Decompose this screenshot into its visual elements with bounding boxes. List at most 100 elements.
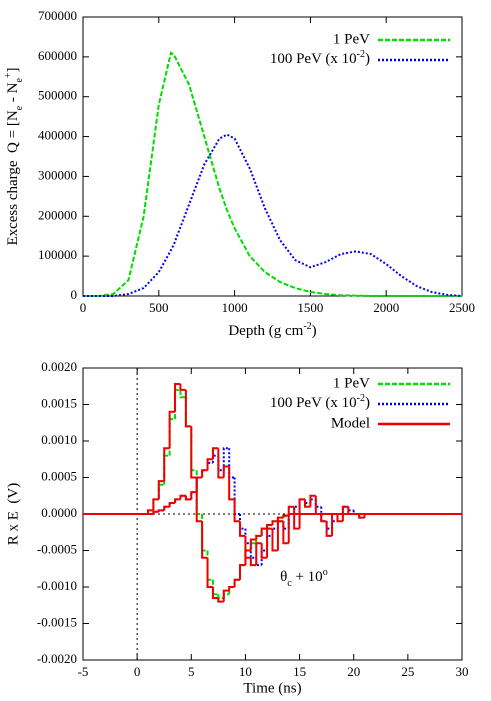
step-segment xyxy=(325,521,333,537)
y-axis-title-part: e xyxy=(14,78,25,83)
legend-label: Model xyxy=(331,415,370,431)
step-segment xyxy=(211,447,219,460)
step-segment xyxy=(282,514,289,518)
x-tick-label: 5 xyxy=(188,664,195,679)
step-segment xyxy=(320,506,327,523)
annotation-part: + 10 xyxy=(292,570,323,586)
y-axis-title-part: + xyxy=(3,72,14,78)
step-segment xyxy=(266,527,273,558)
step-segment xyxy=(228,586,235,591)
y-axis-title-part: Excess charge Q = [N xyxy=(5,110,21,245)
y-tick-label: -0.0020 xyxy=(37,651,77,666)
step-segment xyxy=(233,578,241,587)
x-tick-label: 500 xyxy=(149,300,169,315)
step-segment xyxy=(195,476,203,493)
y-tick-label: 200000 xyxy=(38,207,77,222)
x-tick-label: 30 xyxy=(456,664,469,679)
step-segment xyxy=(179,494,186,500)
step-segment xyxy=(255,542,262,566)
y-tick-label: 100000 xyxy=(38,247,77,262)
y-axis-title-part: - N xyxy=(5,82,21,105)
x-axis-title-part: Depth (g cm xyxy=(228,323,303,339)
step-segment xyxy=(347,506,354,515)
step-segment xyxy=(217,597,224,603)
x-tick-label: 20 xyxy=(347,664,360,679)
step-segment xyxy=(222,589,230,602)
step-segment xyxy=(168,502,176,507)
legend-label: 100 PeV (x 10-2) xyxy=(270,49,370,68)
step-segment xyxy=(309,494,316,507)
step-segment xyxy=(184,389,192,428)
annotation: θc + 10o xyxy=(280,567,328,589)
step-segment xyxy=(201,521,208,559)
x-tick-label: 0 xyxy=(80,300,87,315)
step-segment xyxy=(152,510,159,514)
x-axis-title-part: ) xyxy=(312,323,317,339)
legend-label: 1 PeV xyxy=(333,375,370,391)
step-segment xyxy=(244,535,251,559)
y-tick-label: 0.0010 xyxy=(41,432,77,447)
x-tick-label: 2000 xyxy=(373,300,399,315)
series-line xyxy=(83,133,463,297)
step-segment xyxy=(293,506,300,530)
x-tick-label: 2500 xyxy=(449,300,475,315)
y-tick-label: 0.0015 xyxy=(41,395,77,410)
step-segment xyxy=(157,480,165,500)
y-tick-label: 500000 xyxy=(38,88,77,103)
step-segment xyxy=(276,516,284,522)
step-segment xyxy=(282,521,289,545)
step-segment xyxy=(174,383,181,412)
y-tick-label: -0.0010 xyxy=(37,578,77,593)
legend-label-part: ) xyxy=(365,51,370,67)
step-segment xyxy=(260,527,268,536)
legend-label-part: 100 PeV (x 10 xyxy=(270,51,357,67)
y-axis-title: R x E (V) xyxy=(5,483,21,546)
step-segment xyxy=(157,509,165,512)
x-tick-label: 10 xyxy=(239,664,252,679)
step-segment xyxy=(260,543,268,559)
step-segment xyxy=(336,514,343,523)
x-tick-label: 1500 xyxy=(297,300,323,315)
step-segment xyxy=(222,447,230,471)
annotation-part: c xyxy=(287,578,292,589)
x-axis-title-part: -2 xyxy=(303,321,311,332)
plot-frame xyxy=(82,16,463,297)
step-segment xyxy=(211,587,219,599)
y-tick-label: 600000 xyxy=(38,48,77,63)
y-tick-label: 0 xyxy=(71,287,78,302)
step-segment xyxy=(320,514,327,523)
step-segment xyxy=(239,521,246,537)
step-segment xyxy=(303,499,311,508)
step-segment xyxy=(190,491,197,500)
legend-label-part: ) xyxy=(365,395,370,411)
step-segment xyxy=(163,447,170,482)
y-tick-label: 300000 xyxy=(38,167,77,182)
step-segment xyxy=(276,520,284,551)
step-segment xyxy=(266,523,273,529)
step-segment xyxy=(233,499,241,523)
legend-label-part: -2 xyxy=(357,393,365,404)
annotation-part: o xyxy=(323,567,328,578)
step-segment xyxy=(298,498,305,529)
step-segment xyxy=(287,505,295,544)
legend-label-part: -2 xyxy=(357,49,365,60)
step-segment xyxy=(184,495,192,501)
series-line xyxy=(83,51,462,297)
step-segment xyxy=(217,448,224,479)
y-axis-title-part: e xyxy=(14,105,25,110)
y-tick-label: 400000 xyxy=(38,128,77,143)
y-tick-label: -0.0015 xyxy=(37,614,77,629)
x-tick-label: -5 xyxy=(78,664,89,679)
y-axis-title-part: ] xyxy=(5,67,21,72)
step-segment xyxy=(146,509,154,514)
step-segment xyxy=(179,389,186,399)
legend-label: 1 PeV xyxy=(333,31,370,47)
step-segment xyxy=(341,505,349,522)
step-segment xyxy=(190,426,197,479)
x-tick-label: 25 xyxy=(401,664,414,679)
x-tick-label: 0 xyxy=(134,664,141,679)
step-segment xyxy=(244,528,251,545)
step-segment xyxy=(201,469,208,478)
step-segment xyxy=(168,410,176,449)
legend-label-part: 100 PeV (x 10 xyxy=(270,395,357,411)
